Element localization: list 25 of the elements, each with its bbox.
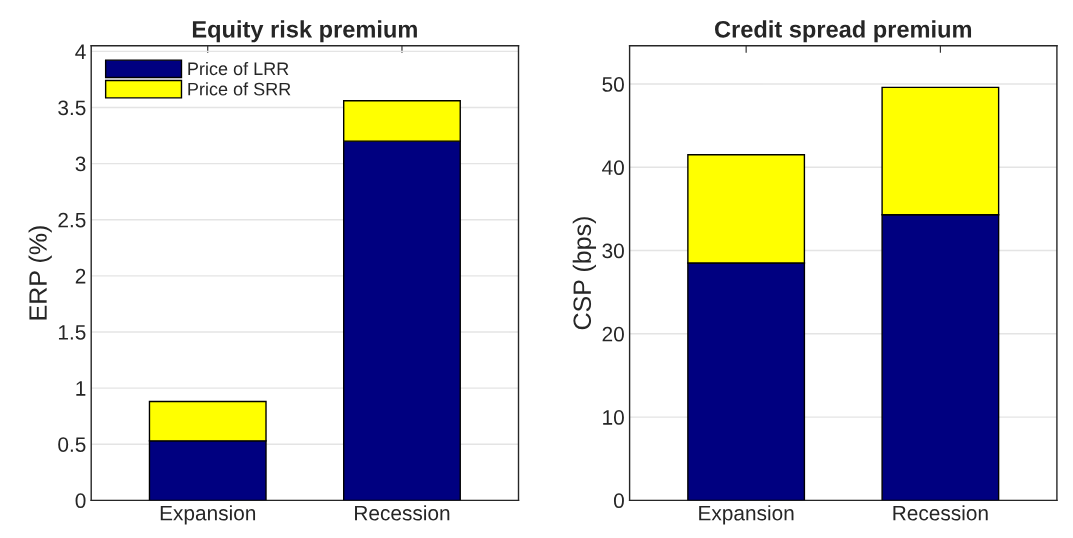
y-tick-label: 4 [75, 44, 86, 59]
y-axis-title: ERP (%) [28, 226, 52, 320]
x-tick-label: Expansion [699, 505, 794, 525]
x-tick-label: Recession [893, 505, 988, 521]
y-tick-label: 50 [602, 77, 624, 92]
x-tick-label: Recession [355, 505, 450, 521]
y-tick-label: 3 [75, 156, 86, 172]
chart-title: Equity risk premium [192, 20, 417, 43]
y-axis-title: CSP (bps) [572, 217, 597, 330]
chart-title: Credit spread premium [714, 20, 972, 43]
legend-label: Price of LRR [188, 61, 289, 76]
y-tick-label: 0 [613, 493, 624, 509]
y-tick-label: 2.5 [58, 212, 86, 228]
y-tick-label: 40 [602, 160, 624, 176]
x-tick-label: Expansion [160, 505, 256, 525]
y-tick-label: 3.5 [58, 100, 86, 116]
y-tick-label: 0.5 [58, 437, 86, 452]
y-tick-label: 0 [75, 493, 86, 509]
y-tick-label: 30 [602, 243, 624, 259]
y-tick-label: 2 [75, 268, 86, 284]
y-tick-label: 1 [76, 381, 86, 396]
legend-label: Price of SRR [188, 82, 291, 96]
y-tick-label: 10 [603, 410, 624, 425]
y-tick-label: 20 [602, 326, 624, 342]
y-tick-label: 1.5 [58, 325, 86, 340]
